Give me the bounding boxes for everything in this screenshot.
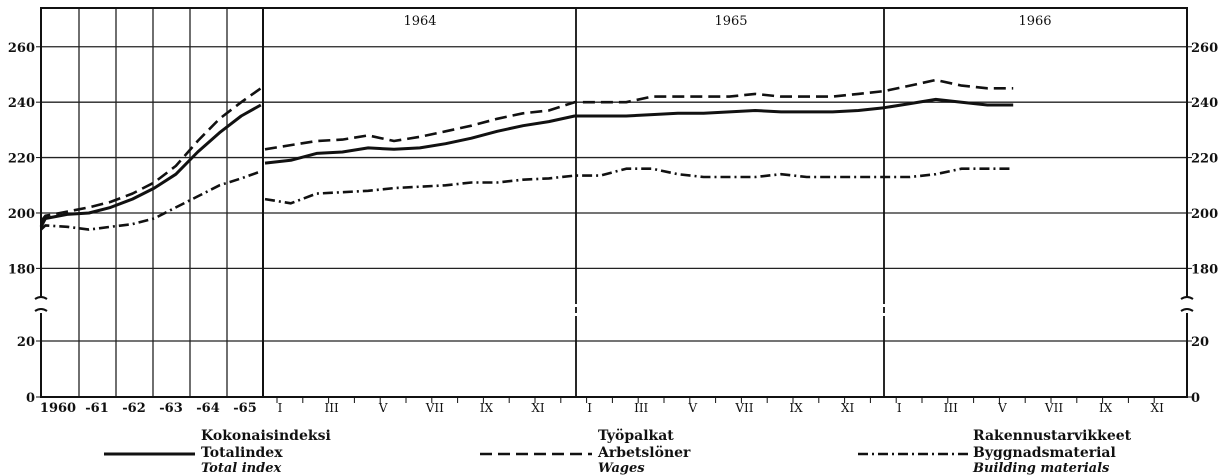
month-label: VII [734, 401, 753, 415]
annual-line-total [39, 103, 262, 228]
month-label: I [587, 401, 592, 415]
axis-break-icon [34, 296, 48, 312]
plot-border [40, 7, 1188, 398]
y-tick-right-label: 180 [1191, 262, 1218, 277]
x-axis-labels: 1960 -61 -62 -63 -64 -65 I III V VII IX XI I III V VII I… [40, 401, 1164, 416]
annual-label: -61 [85, 401, 109, 416]
month-label: IX [789, 401, 803, 415]
month-label: III [324, 401, 338, 415]
annual-label: -65 [233, 401, 257, 416]
legend-label-fi: Rakennustarvikkeet [973, 428, 1132, 444]
grid-lines [41, 8, 1187, 403]
axis-break-gap [37, 297, 45, 313]
y-tick-right-label: 240 [1191, 96, 1218, 111]
annual-line-materials [40, 170, 262, 231]
monthly-line-materials [264, 167, 1014, 205]
month-label: I [278, 401, 283, 415]
year-header: 1966 [1018, 14, 1051, 29]
legend-label-sv: Totalindex [201, 445, 283, 461]
axis-break-marks [34, 296, 1194, 313]
y-tick-right-label: 260 [1191, 41, 1218, 56]
legend-label-fi: Työpalkat [598, 428, 674, 444]
month-label: III [944, 401, 958, 415]
y-tick-right-label: 20 [1191, 335, 1209, 350]
month-label: VII [1044, 401, 1063, 415]
month-label: III [634, 401, 648, 415]
year-headers: 1964 1965 1966 [403, 14, 1051, 29]
legend-label-sv: Byggnadsmaterial [973, 445, 1116, 461]
month-label: V [378, 401, 388, 415]
month-label: IX [1099, 401, 1113, 415]
month-label: V [997, 401, 1007, 415]
y-tick-left-label: 200 [8, 207, 35, 222]
month-label: XI [531, 401, 545, 415]
year-header: 1965 [714, 14, 747, 29]
monthly-line-wages [264, 78, 1014, 151]
y-tick-left-label: 0 [26, 391, 35, 406]
month-label: IX [480, 401, 494, 415]
month-label: I [897, 401, 902, 415]
y-tick-right-label: 0 [1191, 391, 1200, 406]
month-label: XI [841, 401, 855, 415]
annual-label: -63 [159, 401, 183, 416]
plot-frame [40, 7, 1188, 398]
month-label: VII [425, 401, 444, 415]
y-tick-right-label: 220 [1191, 152, 1218, 167]
data-series [39, 78, 1014, 231]
month-label: XI [1151, 401, 1165, 415]
legend-label-en: Building materials [972, 461, 1110, 476]
month-label: V [687, 401, 697, 415]
annual-label: 1960 [40, 401, 76, 416]
y-tick-right-label: 200 [1191, 207, 1218, 222]
axis-break-gap [1183, 297, 1191, 313]
axis-break-icon [1180, 296, 1194, 312]
monthly-line-total [264, 97, 1014, 165]
y-tick-left-label: 240 [8, 96, 35, 111]
annual-line-wages [39, 87, 262, 223]
annual-label: -64 [196, 401, 220, 416]
y-tick-left-label: 20 [17, 335, 35, 350]
y-tick-left-label: 180 [8, 262, 35, 277]
y-tick-left-label: 220 [8, 152, 35, 167]
year-header: 1964 [403, 14, 436, 29]
legend-label-fi: Kokonaisindeksi [201, 428, 331, 444]
annual-label: -62 [122, 401, 146, 416]
legend-label-sv: Arbetslöner [597, 445, 691, 461]
y-tick-left-label: 260 [8, 41, 35, 56]
legend-label-en: Wages [598, 461, 645, 476]
legend-label-en: Total index [201, 461, 281, 476]
